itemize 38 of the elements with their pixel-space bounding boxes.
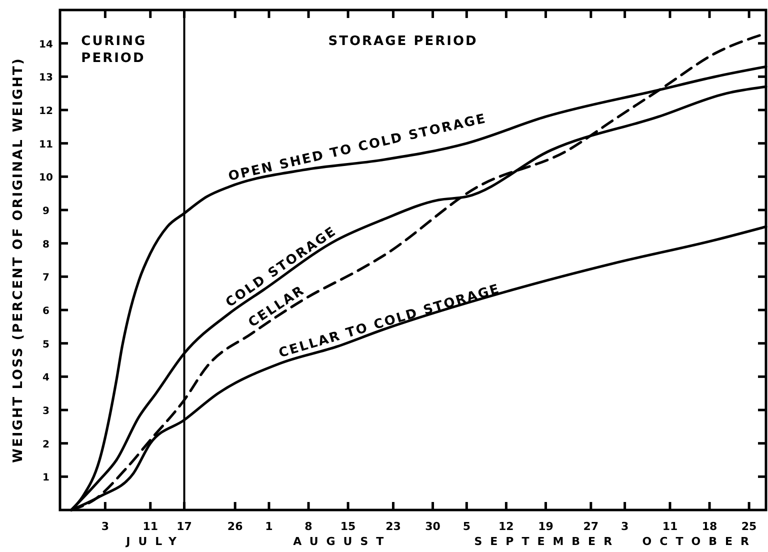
y-tick-label: 13 (39, 72, 53, 84)
y-tick-label: 4 (42, 372, 50, 384)
x-tick-label: 11 (662, 520, 678, 533)
y-tick-label: 10 (39, 172, 53, 184)
x-tick-label: 17 (176, 520, 192, 533)
y-tick-label: 3 (42, 406, 50, 417)
y-tick-label: 12 (39, 106, 53, 117)
y-tick-label: 6 (42, 306, 50, 317)
y-tick-label: 14 (39, 39, 53, 50)
text: JULY (125, 535, 184, 548)
x-tick-label: 26 (227, 520, 244, 533)
text: SEPTEMBER (474, 535, 620, 548)
annotation: CURING PERIOD (81, 34, 147, 66)
x-tick-label: 19 (538, 520, 554, 533)
x-tick-label: 12 (498, 520, 514, 533)
x-tick-label: 1 (265, 520, 273, 533)
text: OCTOBER (642, 535, 757, 548)
y-tick-label: 7 (42, 272, 50, 284)
x-tick-label: 3 (101, 520, 110, 533)
x-tick-label: 23 (386, 520, 401, 533)
annotation: STORAGE PERIOD (328, 34, 478, 49)
x-tick-label: 30 (425, 520, 441, 533)
y-tick-label: 11 (39, 139, 53, 150)
x-tick-label: 15 (340, 520, 356, 533)
x-tick-label: 5 (462, 520, 470, 533)
y-tick-label: 1 (42, 472, 50, 484)
y-axis-title: WEIGHT LOSS (PERCENT OF ORIGINAL WEIGHT) (11, 57, 26, 463)
x-tick-label: 8 (304, 520, 312, 533)
y-tick-label: 8 (42, 239, 50, 250)
y-tick-label: 5 (42, 339, 50, 350)
x-tick-label: 27 (583, 520, 599, 533)
x-tick-label: 25 (741, 520, 757, 533)
x-tick-label: 11 (142, 520, 158, 533)
y-tick-label: 9 (42, 206, 50, 217)
x-tick-label: 18 (702, 520, 718, 533)
x-tick-label: 3 (620, 520, 629, 533)
text: AUGUST (293, 535, 392, 548)
y-tick-label: 2 (42, 439, 50, 450)
